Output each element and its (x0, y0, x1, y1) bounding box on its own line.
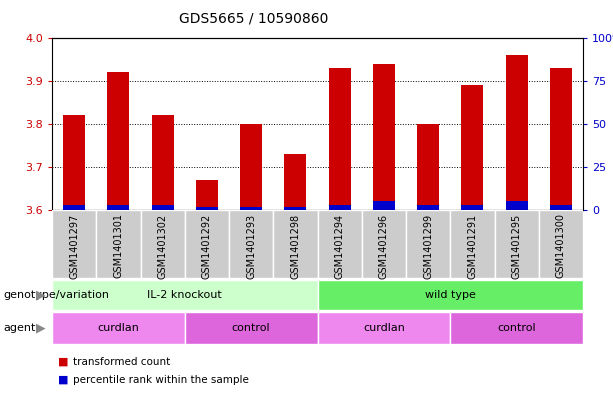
Text: ▶: ▶ (36, 288, 46, 301)
Bar (140, 210, 185, 278)
Text: GSM1401298: GSM1401298 (291, 213, 300, 279)
Text: GSM1401294: GSM1401294 (335, 213, 345, 279)
Bar (451, 210, 495, 278)
Text: curdlan: curdlan (97, 323, 139, 333)
Bar (417, 124, 439, 210)
Bar (539, 210, 583, 278)
Bar (151, 205, 173, 210)
Text: control: control (497, 323, 536, 333)
Bar (52, 312, 185, 344)
Bar (318, 280, 583, 310)
Text: GSM1401301: GSM1401301 (113, 213, 123, 278)
Text: agent: agent (3, 323, 36, 333)
Bar (96, 210, 140, 278)
Text: curdlan: curdlan (363, 323, 405, 333)
Bar (495, 210, 539, 278)
Bar (185, 312, 318, 344)
Text: GSM1401293: GSM1401293 (246, 213, 256, 279)
Text: GDS5665 / 10590860: GDS5665 / 10590860 (179, 12, 329, 26)
Bar (373, 201, 395, 210)
Bar (318, 312, 451, 344)
Bar (63, 116, 85, 210)
Bar (196, 180, 218, 210)
Text: wild type: wild type (425, 290, 476, 300)
Text: ▶: ▶ (36, 321, 46, 334)
Bar (506, 201, 528, 210)
Bar (151, 116, 173, 210)
Text: GSM1401300: GSM1401300 (556, 213, 566, 278)
Bar (506, 55, 528, 210)
Text: GSM1401296: GSM1401296 (379, 213, 389, 279)
Text: GSM1401295: GSM1401295 (512, 213, 522, 279)
Text: transformed count: transformed count (74, 357, 170, 367)
Bar (417, 205, 439, 210)
Bar (362, 210, 406, 278)
Text: ■: ■ (58, 357, 69, 367)
Bar (52, 280, 318, 310)
Bar (196, 207, 218, 210)
Text: percentile rank within the sample: percentile rank within the sample (74, 375, 249, 385)
Bar (229, 210, 273, 278)
Bar (550, 205, 572, 210)
Text: GSM1401292: GSM1401292 (202, 213, 212, 279)
Text: genotype/variation: genotype/variation (3, 290, 109, 300)
Bar (462, 85, 484, 210)
Bar (318, 210, 362, 278)
Bar (373, 64, 395, 210)
Text: GSM1401297: GSM1401297 (69, 213, 79, 279)
Bar (329, 68, 351, 210)
Bar (52, 210, 96, 278)
Text: IL-2 knockout: IL-2 knockout (147, 290, 222, 300)
Bar (240, 124, 262, 210)
Text: GSM1401291: GSM1401291 (467, 213, 478, 279)
Bar (63, 205, 85, 210)
Bar (284, 207, 306, 210)
Text: control: control (232, 323, 270, 333)
Text: ■: ■ (58, 375, 69, 385)
Bar (273, 210, 318, 278)
Text: GSM1401299: GSM1401299 (423, 213, 433, 279)
Bar (550, 68, 572, 210)
Bar (107, 72, 129, 210)
Bar (462, 205, 484, 210)
Bar (284, 154, 306, 210)
Bar (240, 207, 262, 210)
Text: GSM1401302: GSM1401302 (158, 213, 167, 279)
Bar (451, 312, 583, 344)
Bar (329, 205, 351, 210)
Bar (406, 210, 451, 278)
Bar (107, 205, 129, 210)
Bar (185, 210, 229, 278)
